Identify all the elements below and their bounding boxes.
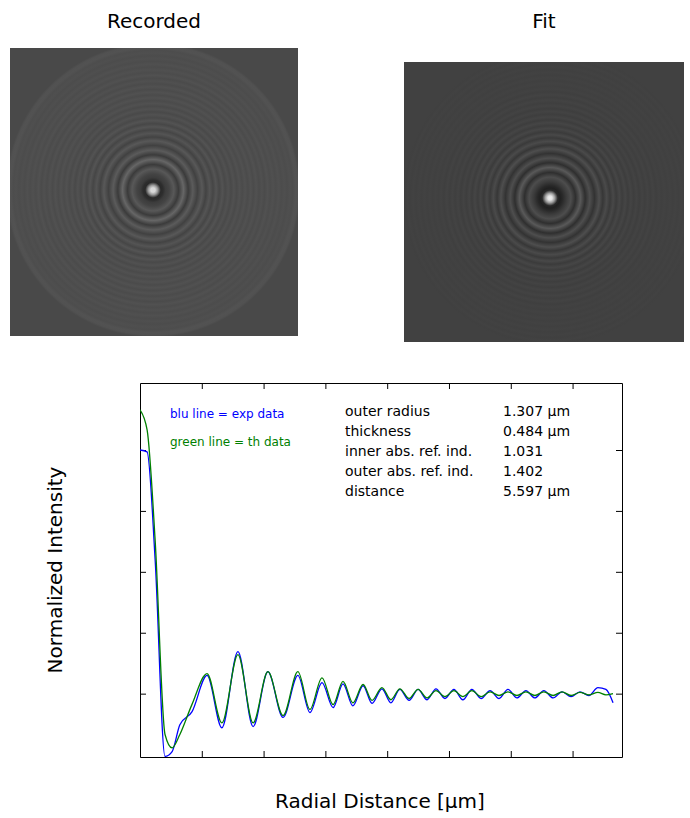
annotation-value: 1.402 (503, 463, 543, 479)
tick (202, 383, 203, 389)
tick-mark (202, 383, 203, 389)
annotation-label: outer radius (345, 403, 430, 419)
series-line (140, 450, 613, 756)
series-line (140, 410, 613, 748)
tick (573, 751, 574, 757)
tick (511, 383, 512, 389)
annotation-value: 1.031 (503, 443, 543, 459)
tick-mark (511, 751, 512, 757)
panel-title: Recorded (107, 9, 201, 33)
tick-mark (387, 751, 388, 757)
annotations: outer radius 1.307 µm thickness 0.484 µm inn… (345, 403, 570, 499)
tick-mark (264, 751, 265, 757)
tick (387, 383, 388, 389)
tick-mark (449, 383, 450, 389)
y-axis-title: Normalized Intensity (43, 466, 67, 673)
legend-entry: green line = th data (170, 435, 291, 449)
annotation-value: 0.484 µm (503, 423, 570, 439)
axis (141, 383, 623, 389)
tick (449, 751, 450, 757)
tick (616, 572, 622, 573)
axis (616, 384, 623, 758)
tick (325, 383, 326, 389)
hologram-image (404, 62, 684, 342)
annotation-value: 5.597 µm (503, 483, 570, 499)
tick (264, 751, 265, 757)
tick (140, 694, 146, 695)
tick (202, 751, 203, 757)
tick-mark (387, 383, 388, 389)
annotation-label: distance (345, 483, 404, 499)
tick (616, 511, 622, 512)
tick-mark (616, 572, 622, 573)
tick-mark (325, 751, 326, 757)
plot-area (140, 410, 613, 757)
tick (387, 751, 388, 757)
legend: blu line = exp data green line = th data (170, 407, 291, 449)
tick (140, 572, 146, 573)
tick (264, 383, 265, 389)
tick (616, 694, 622, 695)
axis-line (141, 757, 623, 758)
tick (140, 633, 146, 634)
axis (140, 384, 146, 758)
axis-line (140, 384, 141, 758)
hologram-image (10, 48, 298, 336)
annotation-label: outer abs. ref. ind. (345, 463, 473, 479)
tick (616, 450, 622, 451)
tick (511, 751, 512, 757)
annotation-label: thickness (345, 423, 411, 439)
axis-line (622, 384, 623, 758)
legend-entry: blu line = exp data (170, 407, 284, 421)
tick (325, 751, 326, 757)
tick-mark (573, 751, 574, 757)
figure: Recorded Fit blu line = exp data green line… (0, 0, 690, 818)
x-axis-title: Radial Distance [µm] (275, 789, 485, 813)
tick-mark (202, 751, 203, 757)
tick-mark (325, 383, 326, 389)
axis-line (141, 383, 623, 384)
tick-mark (616, 633, 622, 634)
tick-mark (140, 694, 146, 695)
annotation-value: 1.307 µm (503, 403, 570, 419)
tick-mark (511, 383, 512, 389)
tick (140, 511, 146, 512)
tick-mark (616, 511, 622, 512)
tick-mark (140, 572, 146, 573)
tick (573, 383, 574, 389)
panel-title: Fit (532, 9, 556, 33)
tick-mark (140, 511, 146, 512)
axis (141, 751, 623, 758)
tick (449, 383, 450, 389)
tick-mark (140, 633, 146, 634)
annotation-label: inner abs. ref. ind. (345, 443, 472, 459)
tick-mark (616, 694, 622, 695)
tick (616, 633, 622, 634)
tick-mark (573, 383, 574, 389)
tick-mark (264, 383, 265, 389)
tick-mark (449, 751, 450, 757)
tick-mark (616, 450, 622, 451)
